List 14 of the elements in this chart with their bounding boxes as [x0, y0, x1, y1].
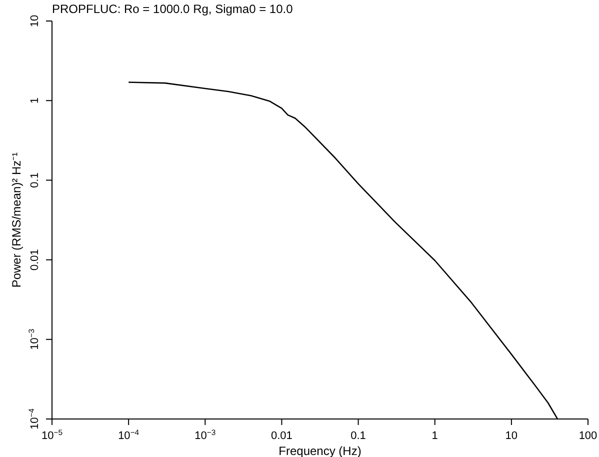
- y-tick-label: 0.01: [29, 249, 41, 271]
- x-tick-label: 100: [578, 430, 598, 442]
- x-tick-label: 10$^{−5}$: [41, 428, 63, 442]
- x-tick-label: 10$^{−4}$: [118, 428, 140, 442]
- y-axis-title: Power (RMS/mean)² Hz⁻¹: [9, 152, 24, 288]
- x-tick-label: 0.1: [350, 430, 366, 442]
- x-tick-label: 10$^{−3}$: [194, 428, 216, 442]
- x-tick-label: 1: [432, 430, 438, 442]
- chart-title: PROPFLUC: Ro = 1000.0 Rg, Sigma0 = 10.0: [52, 2, 293, 16]
- y-tick-label: 10: [29, 14, 41, 28]
- x-tick-label: 0.01: [271, 430, 292, 442]
- x-tick-label: 10: [505, 430, 518, 442]
- y-tick-label: 0.1: [29, 172, 41, 188]
- y-tick-label: 1: [29, 98, 41, 104]
